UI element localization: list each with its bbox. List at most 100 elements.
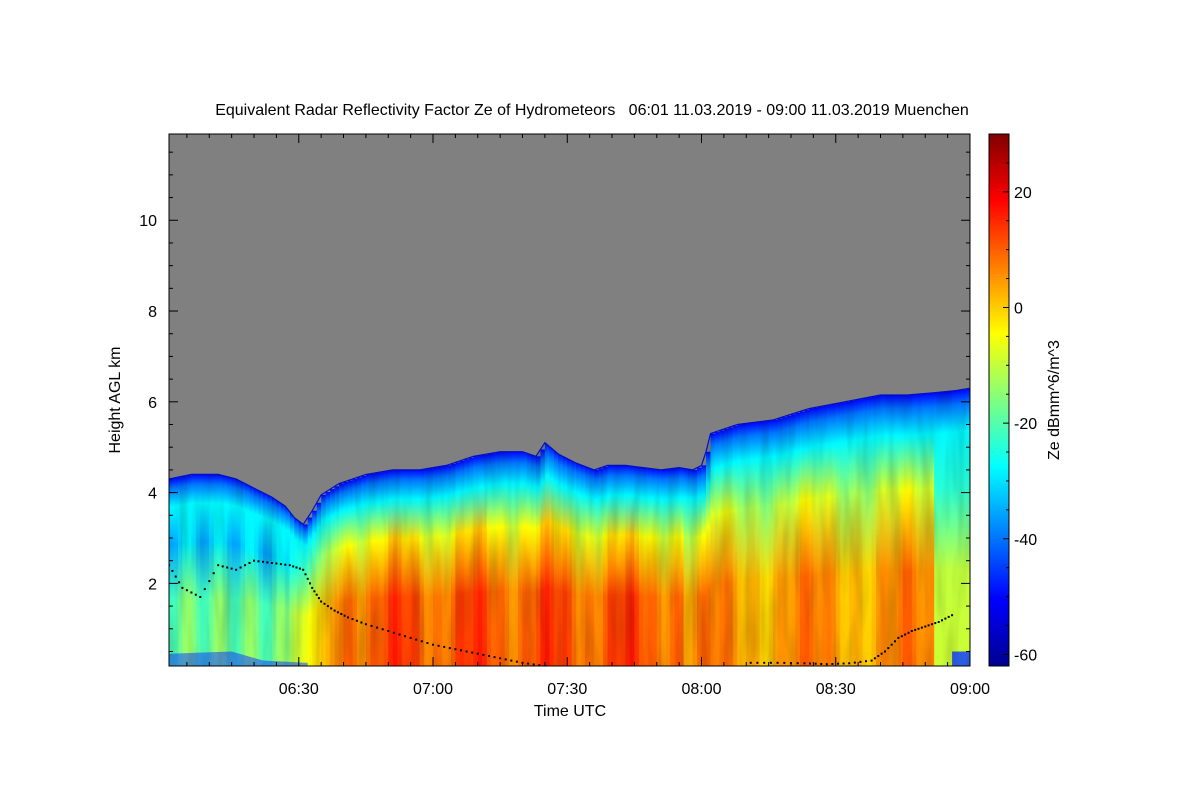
cloud-base-point (914, 628, 917, 631)
cloud-base-point (309, 582, 311, 585)
colorbar-label: Ze dBmm^6/m^3 (1046, 340, 1063, 460)
colorbar-tick-label: -20 (1014, 416, 1037, 433)
cloud-base-point (454, 648, 457, 651)
cloud-base-point (877, 655, 880, 657)
reflectivity-field (169, 387, 970, 666)
colorbar (988, 133, 1010, 667)
x-tick-label: 08:30 (816, 681, 856, 698)
cloud-base-point (820, 663, 823, 665)
cloud-base-point (306, 577, 309, 580)
cloud-base-point (831, 663, 834, 665)
y-tick-label: 4 (148, 486, 157, 503)
cloud-base-point (437, 644, 440, 647)
cloud-base-point (194, 593, 197, 596)
cloud-base-point (217, 564, 220, 567)
cloud-base-point (266, 561, 269, 564)
y-tick-label: 2 (148, 576, 157, 593)
cloud-base-point (515, 660, 518, 663)
chart-title: Equivalent Radar Reflectivity Factor Ze … (215, 102, 969, 119)
cloud-base-point (837, 662, 839, 665)
cloud-base-point (510, 659, 513, 662)
cloud-base-point (257, 560, 260, 563)
cloud-base-point (270, 562, 273, 564)
cloud-base-point (409, 636, 412, 639)
cloud-base-point (809, 662, 811, 665)
cloud-base-point (859, 660, 862, 663)
cloud-base-point (448, 647, 451, 650)
cloud-base-point (355, 619, 358, 622)
cloud-base-point (351, 618, 354, 621)
cloud-base-point (900, 635, 903, 638)
cloud-base-point (865, 660, 867, 663)
cloud-base-point (347, 616, 349, 619)
cloud-base-point (288, 564, 291, 567)
cloud-base-point (404, 635, 406, 638)
cloud-base-point (226, 566, 229, 569)
colorbar-tick-label: 0 (1014, 300, 1023, 317)
cloud-base-point (185, 589, 188, 592)
cloud-base-point (769, 661, 772, 664)
cloud-base-point (482, 653, 485, 656)
cloud-base-point (381, 628, 384, 631)
cloud-base-point (208, 580, 211, 583)
cloud-base-point (532, 663, 535, 666)
cloud-base-point (398, 633, 401, 636)
cloud-base-point (944, 617, 947, 620)
cloud-base-point (244, 564, 247, 567)
cloud-base-point (292, 565, 295, 568)
cloud-base-point (333, 609, 336, 612)
cloud-base-point (927, 624, 930, 627)
cloud-base-point (190, 591, 193, 594)
y-tick-label: 6 (148, 395, 157, 412)
cloud-base-point (364, 623, 367, 626)
cloud-base-point (493, 656, 496, 659)
y-axis-label: Height AGL km (107, 346, 124, 453)
cloud-base-point (415, 638, 418, 641)
cloud-base-point (199, 596, 202, 598)
cloud-base-point (181, 586, 184, 589)
cloud-base-point (848, 662, 851, 665)
cloud-base-point (360, 621, 363, 624)
cloud-base-point (284, 563, 287, 566)
cloud-base-point (803, 662, 806, 665)
cloud-base-point (387, 630, 390, 632)
cloud-base-point (221, 565, 224, 568)
cloud-base-point (796, 662, 799, 665)
cloud-base-point (432, 643, 434, 646)
cloud-base-point (504, 658, 507, 661)
cloud-base-point (904, 633, 907, 636)
cloud-base-point (323, 602, 326, 605)
cloud-base-point (279, 563, 282, 566)
x-tick-label: 07:30 (547, 681, 587, 698)
x-tick-label: 07:00 (413, 681, 453, 698)
cloud-base-point (178, 581, 181, 584)
cloud-base-point (465, 650, 468, 653)
cloud-base-point (304, 573, 307, 576)
cloud-base-point (937, 621, 940, 623)
cloud-base-point (248, 562, 251, 564)
cloud-base-point (527, 662, 530, 665)
cloud-base-point (340, 613, 343, 615)
cloud-base-points (169, 559, 954, 666)
cloud-base-point (239, 566, 242, 569)
colorbar-tick-label: -40 (1014, 532, 1037, 549)
cloud-base-point (538, 664, 541, 666)
cloud-base-point (370, 624, 373, 627)
cloud-base-point (235, 568, 238, 571)
cloud-base-point (776, 661, 779, 664)
cloud-base-point (302, 568, 305, 571)
cloud-base-point (471, 651, 474, 654)
colorbar-tick-label: 20 (1014, 185, 1032, 202)
cloud-base-point (376, 626, 379, 629)
cloud-base-point (842, 662, 845, 665)
cloud-base-point (783, 661, 786, 664)
plot-area (169, 134, 970, 666)
cloud-base-point (298, 567, 301, 570)
plot-frame (168, 133, 971, 667)
cloud-base-point (931, 623, 933, 626)
cloud-base-point (897, 636, 900, 639)
cloud-base-point (880, 652, 883, 655)
cloud-base-point (426, 642, 429, 644)
cloud-base-point (443, 645, 446, 648)
